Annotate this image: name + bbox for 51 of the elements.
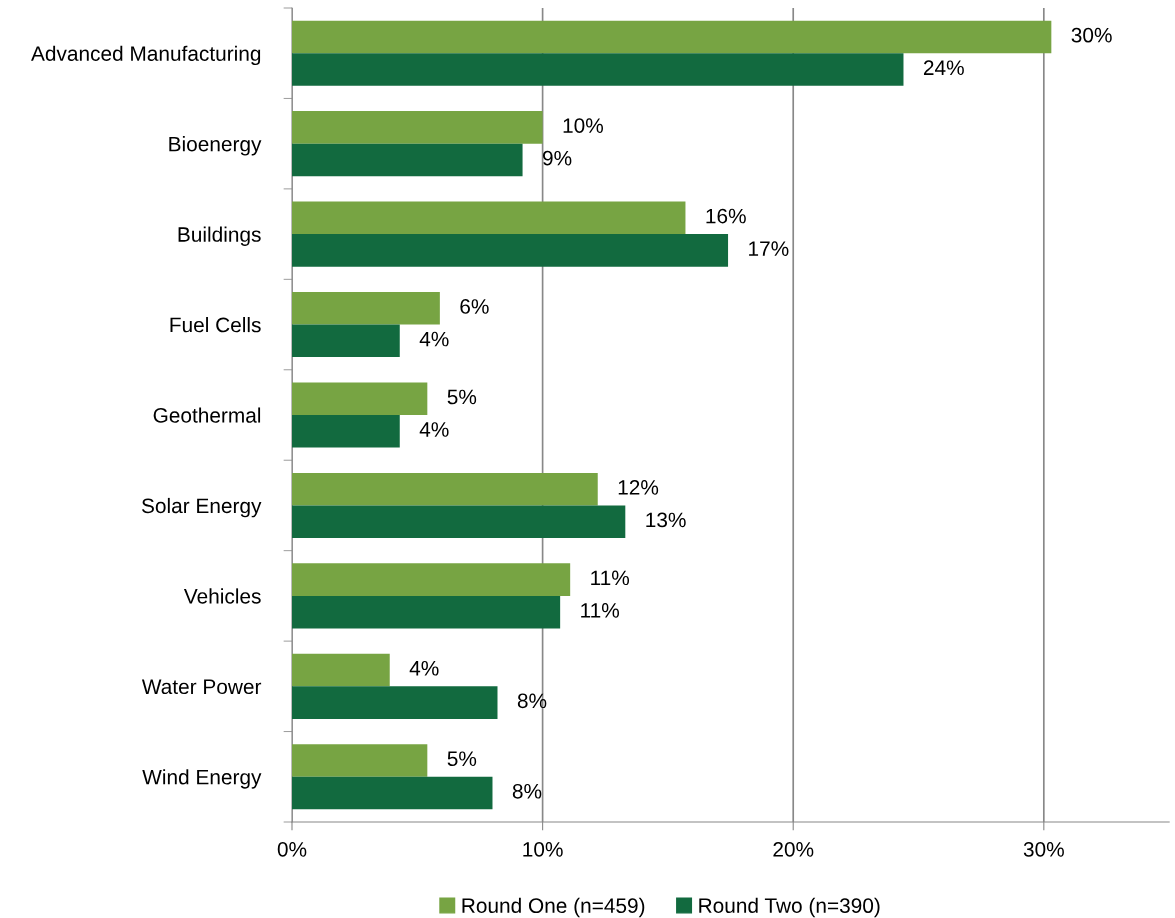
bar: [292, 53, 904, 86]
data-label: 8%: [517, 693, 547, 709]
bar: [292, 472, 598, 506]
bar: [292, 234, 729, 267]
data-label: 4%: [409, 660, 439, 676]
y-tick-label: Buildings: [178, 226, 261, 246]
bar: [292, 382, 428, 415]
data-label: 10%: [563, 118, 604, 133]
bar: [292, 686, 498, 719]
x-tick-label: 30%: [1023, 841, 1064, 857]
bar: [292, 563, 571, 596]
y-tick-label: Solar Energy: [141, 497, 262, 518]
x-tick-label: 20%: [773, 841, 814, 857]
bar: [292, 505, 626, 538]
bar: [292, 653, 390, 687]
bar: [292, 20, 1052, 54]
x-tick-label: 10%: [523, 841, 563, 857]
data-label: 11%: [581, 603, 620, 618]
data-label: 13%: [646, 512, 686, 528]
x-tick-label: 0%: [277, 841, 307, 857]
data-label: 24%: [923, 60, 964, 76]
bar: [292, 324, 400, 358]
bar: [292, 415, 400, 448]
bar: [292, 201, 686, 235]
y-tick-label: Fuel Cells: [170, 317, 261, 333]
data-label: 6%: [460, 299, 489, 314]
bar: [292, 292, 440, 325]
data-label: 8%: [512, 783, 542, 799]
legend-label: Round One (n=459): [462, 897, 645, 918]
data-label: 5%: [447, 389, 477, 405]
data-label: 16%: [706, 208, 746, 224]
data-label: 12%: [618, 480, 659, 495]
bar: [292, 744, 428, 777]
bar: [292, 595, 561, 629]
bar: [292, 776, 493, 810]
y-tick-label: Bioenergy: [169, 136, 262, 156]
data-label: 4%: [419, 331, 449, 347]
data-label: 9%: [542, 150, 572, 166]
data-label: 4%: [419, 422, 449, 437]
legend-label: Round Two (n=390): [699, 897, 880, 918]
data-label: 30%: [1071, 27, 1112, 43]
y-tick-label: Vehicles: [183, 588, 261, 604]
data-label: 5%: [447, 751, 477, 767]
y-tick-label: Advanced Manufacturing: [31, 45, 261, 66]
y-tick-label: Geothermal: [153, 407, 261, 423]
y-tick-label: Water Power: [141, 679, 262, 695]
data-label: 11%: [591, 570, 630, 586]
bar: [292, 111, 543, 144]
bar: [292, 143, 523, 177]
y-tick-label: Wind Energy: [142, 769, 262, 789]
data-label: 17%: [749, 241, 789, 256]
